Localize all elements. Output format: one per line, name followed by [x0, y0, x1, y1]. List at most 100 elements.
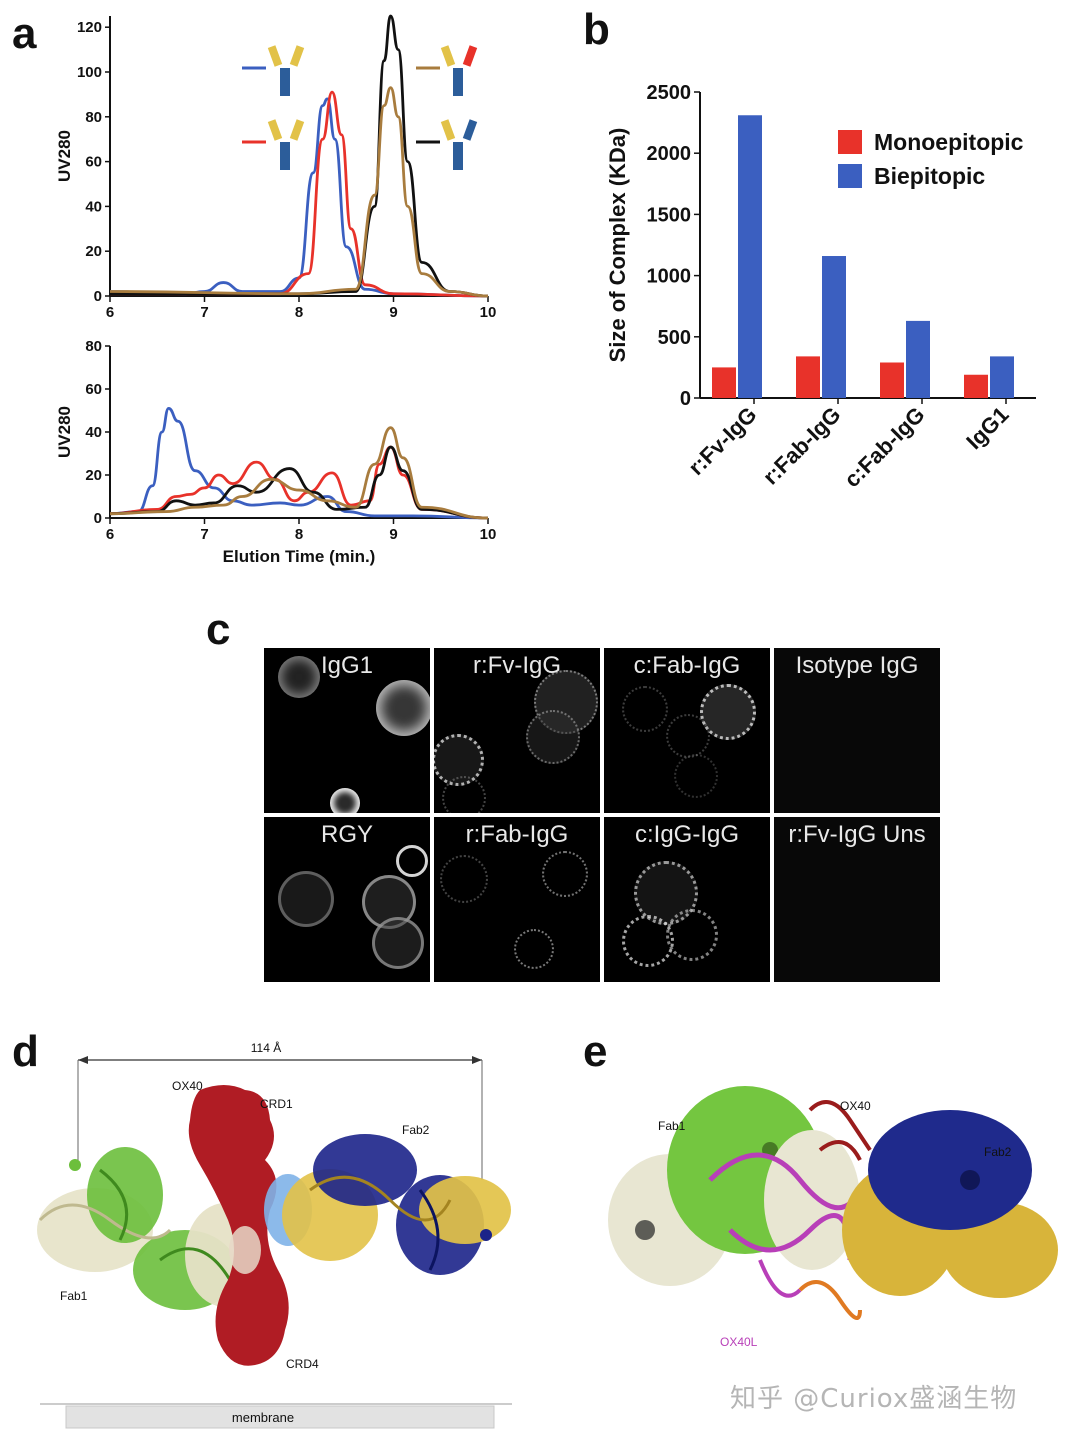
- bar: [796, 356, 820, 398]
- micrograph-c-fab-igg: c:Fab-IgG: [604, 648, 770, 813]
- y-tick-label: 20: [85, 467, 102, 484]
- panel-letter-b: b: [583, 5, 610, 54]
- fab-arm: [267, 45, 283, 67]
- panel-e-structure: Fab1 OX40 Fab2 OX40L: [608, 1086, 1058, 1349]
- y-tick-label: 0: [680, 388, 691, 410]
- x-tick-label: 9: [389, 526, 397, 543]
- x-tick-label: 8: [295, 304, 303, 321]
- fab2-surface: [842, 1110, 1058, 1298]
- distance-label: 114 Å: [251, 1040, 281, 1055]
- y-tick-label: 1500: [647, 204, 692, 226]
- micrograph-r-fv-igg: r:Fv-IgG: [434, 648, 600, 813]
- y-tick-label: 40: [85, 198, 102, 215]
- panel-b-figure: 0 500 1000 1500 2000 2500 Size of Complex (KDa…: [605, 82, 1036, 492]
- ox40-label: OX40: [840, 1099, 871, 1113]
- fab1-label: Fab1: [60, 1289, 88, 1303]
- ox40-surface: [188, 1085, 289, 1366]
- micrograph-r-fab-igg: r:Fab-IgG: [434, 817, 600, 982]
- panel-letter-d: d: [12, 1027, 39, 1076]
- micrograph-r-fv-igg-uns: r:Fv-IgG Uns: [774, 817, 940, 982]
- y-tick-label: 60: [85, 154, 102, 171]
- x-tick-label: r:Fab-IgG: [758, 402, 846, 490]
- fab-arm: [462, 45, 478, 67]
- cell: [278, 871, 334, 927]
- micrograph-label: r:Fv-IgG: [473, 652, 561, 679]
- cell: [372, 917, 424, 969]
- bar: [822, 256, 846, 398]
- cell: [442, 776, 486, 813]
- y-tick-label: 80: [85, 338, 102, 355]
- cell: [330, 788, 360, 813]
- x-tick-label: 6: [106, 526, 114, 543]
- x-tick-label: 9: [389, 304, 397, 321]
- x-tick-label: c:Fab-IgG: [839, 402, 929, 492]
- micrograph-label: r:Fab-IgG: [465, 821, 569, 848]
- x-axis-title: Elution Time (min.): [223, 547, 376, 566]
- membrane: [65, 1405, 495, 1429]
- fab2-ribbon: [282, 1134, 511, 1275]
- y-tick-label: 2000: [647, 143, 692, 165]
- cell: [376, 680, 430, 736]
- fab2-label: Fab2: [984, 1145, 1012, 1159]
- fab-arm: [289, 119, 305, 141]
- cell: [514, 929, 554, 969]
- y-tick-label: 500: [658, 327, 691, 349]
- crd1-label: CRD1: [260, 1097, 293, 1111]
- legend-label: Monoepitopic: [874, 129, 1024, 155]
- micrograph-label: c:Fab-IgG: [633, 652, 741, 679]
- fab-arm: [440, 119, 456, 141]
- legend-label: Biepitopic: [874, 163, 985, 189]
- panel-letter-a: a: [12, 9, 37, 58]
- fc-region: [453, 142, 463, 170]
- crd4-label: CRD4: [286, 1357, 319, 1371]
- x-tick-label: 8: [295, 526, 303, 543]
- y-axis-title: UV280: [55, 130, 74, 182]
- cell: [666, 714, 710, 758]
- cell: [440, 855, 488, 903]
- fab-arm: [267, 119, 283, 141]
- y-tick-label: 0: [94, 288, 102, 305]
- legend-swatch: [838, 164, 862, 188]
- fab1-label: Fab1: [658, 1119, 686, 1133]
- series-line: [109, 426, 489, 520]
- micrograph-label: RGY: [320, 821, 373, 848]
- micrograph-label: r:Fv-IgG Uns: [788, 821, 926, 848]
- y-tick-label: 1000: [647, 266, 692, 288]
- cell: [700, 684, 756, 740]
- x-tick-label: 10: [480, 526, 497, 543]
- ox40l-label: OX40L: [720, 1335, 758, 1349]
- y-axis-title: Size of Complex (KDa): [605, 128, 630, 363]
- complex-size-bar-chart: 0 500 1000 1500 2000 2500 Size of Complex (KDa…: [605, 82, 1036, 492]
- bar: [906, 320, 930, 398]
- ox40-label: OX40: [172, 1079, 203, 1093]
- fab-arm: [462, 119, 478, 141]
- membrane-label: membrane: [232, 1410, 294, 1425]
- y-tick-label: 60: [85, 381, 102, 398]
- micrograph-label: Isotype IgG: [795, 652, 919, 679]
- micrograph-c-igg-igg: c:IgG-IgG: [604, 817, 770, 982]
- cell: [622, 686, 668, 732]
- series-line: [109, 86, 489, 298]
- y-tick-label: 80: [85, 109, 102, 126]
- bar: [990, 356, 1014, 398]
- y-tick-label: 20: [85, 243, 102, 260]
- x-tick-label: 7: [200, 304, 208, 321]
- cell: [396, 845, 428, 877]
- y-tick-label: 2500: [647, 82, 692, 104]
- panel-letter-e: e: [583, 1027, 608, 1076]
- y-axis-title: UV280: [55, 406, 74, 458]
- micrograph-label: IgG1: [320, 652, 374, 679]
- fc-region: [280, 142, 290, 170]
- cell: [674, 754, 718, 798]
- micrograph-rgy: RGY: [264, 817, 430, 982]
- fab-arm: [440, 45, 456, 67]
- bar: [712, 367, 736, 398]
- fc-region: [453, 68, 463, 96]
- chromatogram-top: 0 20 40 60 80 100 120 6 7 8 9 10 UV280: [55, 14, 496, 321]
- arrow-right: [472, 1056, 482, 1064]
- panel-d-structure: 114 Å OX40 CRD1 Fab2 Fab1 CRD4 membrane: [37, 1040, 512, 1429]
- series-line: [109, 445, 489, 520]
- y-tick-label: 40: [85, 424, 102, 441]
- fc-region: [280, 68, 290, 96]
